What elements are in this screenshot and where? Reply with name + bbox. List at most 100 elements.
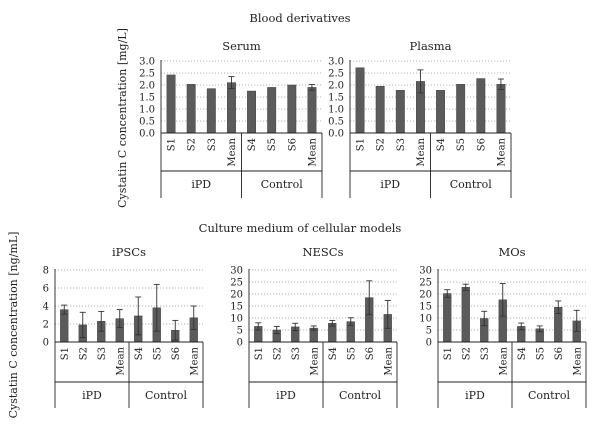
bar-plasma-1 bbox=[375, 85, 385, 134]
category-label: S3 bbox=[396, 138, 407, 151]
category-label: Mean bbox=[416, 137, 427, 166]
category-label: S5 bbox=[535, 347, 546, 360]
section-title-culture-medium: Culture medium of cellular models bbox=[199, 221, 402, 235]
y-tick-label: 0 bbox=[426, 338, 432, 349]
bar-serum-2 bbox=[206, 88, 216, 134]
bar-plasma-4 bbox=[436, 90, 445, 134]
category-label: Mean bbox=[227, 137, 238, 166]
y-tick-label: 25 bbox=[230, 278, 243, 289]
y-tick-label: 3.0 bbox=[328, 57, 344, 68]
category-label: S6 bbox=[171, 347, 182, 360]
bar-serum-5 bbox=[267, 87, 277, 134]
group-label-ipd: iPD bbox=[82, 389, 102, 402]
group-label-control: Control bbox=[450, 178, 492, 191]
group-label-control: Control bbox=[145, 389, 187, 402]
category-label: S2 bbox=[187, 138, 198, 151]
chart-title-nescs: NESCs bbox=[302, 245, 343, 259]
y-tick-label: 30 bbox=[419, 266, 432, 277]
category-label: S2 bbox=[272, 347, 283, 360]
y-tick-label: 15 bbox=[419, 302, 432, 313]
y-tick-label: 1.5 bbox=[139, 93, 155, 104]
category-label: S5 bbox=[346, 347, 357, 360]
category-label: S1 bbox=[167, 138, 178, 151]
y-tick-label: 20 bbox=[230, 290, 243, 301]
bar-plasma-2 bbox=[395, 90, 405, 134]
bar-serum-6 bbox=[287, 84, 297, 134]
category-label: S2 bbox=[461, 347, 472, 360]
category-label: S5 bbox=[267, 138, 278, 151]
y-tick-label: 2 bbox=[43, 320, 49, 331]
category-label: S6 bbox=[476, 138, 487, 151]
y-tick-label: 25 bbox=[419, 278, 432, 289]
section-title-blood-derivatives: Blood derivatives bbox=[249, 11, 350, 25]
bar-plasma-0 bbox=[355, 67, 365, 134]
y-tick-label: 1.0 bbox=[139, 105, 155, 116]
group-label-ipd: iPD bbox=[191, 178, 211, 191]
category-label: S1 bbox=[443, 347, 454, 360]
y-tick-label: 0.5 bbox=[328, 117, 344, 128]
chart-ipscs: iPSCs 0 2 4 6 8 iPD Control S1 S2 S3 Mean S4 S5 S6 Mean bbox=[43, 245, 204, 408]
category-label: Mean bbox=[309, 346, 320, 375]
category-label: S3 bbox=[291, 347, 302, 360]
group-label-ipd: iPD bbox=[380, 178, 400, 191]
y-tick-label: 0.0 bbox=[139, 129, 155, 140]
category-label: S3 bbox=[480, 347, 491, 360]
category-label: S2 bbox=[78, 347, 89, 360]
y-axis-label-bottom: Cystatin C concentration [ng/mL] bbox=[7, 232, 20, 419]
y-axis-label-top: Cystatin C concentration [mg/L] bbox=[116, 28, 129, 208]
category-label: S3 bbox=[207, 138, 218, 151]
category-label: Mean bbox=[189, 346, 200, 375]
group-label-control: Control bbox=[339, 389, 381, 402]
category-label: S4 bbox=[328, 347, 339, 360]
y-tick-label: 2.0 bbox=[328, 81, 344, 92]
bar-plasma-7 bbox=[496, 84, 506, 134]
bar-serum-1 bbox=[186, 84, 196, 134]
category-label: Mean bbox=[498, 346, 509, 375]
y-tick-label: 0 bbox=[237, 338, 243, 349]
bar-serum-3 bbox=[227, 82, 236, 134]
y-tick-label: 2.5 bbox=[328, 69, 344, 80]
category-label: S5 bbox=[152, 347, 163, 360]
y-tick-label: 0 bbox=[43, 338, 49, 349]
category-label: S1 bbox=[254, 347, 265, 360]
bar-mos-1 bbox=[461, 287, 470, 343]
y-tick-label: 5 bbox=[237, 326, 243, 337]
y-tick-label: 3.0 bbox=[139, 57, 155, 68]
y-tick-label: 0.0 bbox=[328, 129, 344, 140]
group-label-control: Control bbox=[528, 389, 570, 402]
category-label: Mean bbox=[496, 137, 507, 166]
category-label: S6 bbox=[365, 347, 376, 360]
category-label: Mean bbox=[115, 346, 126, 375]
bar-plasma-5 bbox=[456, 84, 466, 134]
category-label: S4 bbox=[436, 138, 447, 151]
bar-mos-0 bbox=[443, 293, 452, 343]
y-tick-label: 20 bbox=[419, 290, 432, 301]
y-tick-label: 10 bbox=[230, 314, 243, 325]
category-label: S6 bbox=[554, 347, 565, 360]
category-label: S3 bbox=[97, 347, 108, 360]
y-tick-label: 1.5 bbox=[328, 93, 344, 104]
category-label: S4 bbox=[134, 347, 145, 360]
y-tick-label: 0.5 bbox=[139, 117, 155, 128]
bar-serum-0 bbox=[166, 74, 176, 134]
bar-serum-4 bbox=[247, 90, 256, 134]
category-label: S6 bbox=[287, 138, 298, 151]
category-label: S1 bbox=[60, 347, 71, 360]
y-tick-label: 10 bbox=[419, 314, 432, 325]
y-tick-label: 5 bbox=[426, 326, 432, 337]
bar-plasma-6 bbox=[476, 78, 486, 134]
category-label: S1 bbox=[356, 138, 367, 151]
category-label: S5 bbox=[456, 138, 467, 151]
y-tick-label: 1.0 bbox=[328, 105, 344, 116]
category-label: Mean bbox=[307, 137, 318, 166]
category-label: S4 bbox=[247, 138, 258, 151]
chart-title-plasma: Plasma bbox=[410, 39, 452, 53]
chart-serum: Serum 0.00.51.01.52.02.53.0 iPD Control S1 S2… bbox=[139, 39, 323, 198]
y-tick-label: 30 bbox=[230, 266, 243, 277]
y-tick-label: 2.5 bbox=[139, 69, 155, 80]
category-label: S2 bbox=[376, 138, 387, 151]
